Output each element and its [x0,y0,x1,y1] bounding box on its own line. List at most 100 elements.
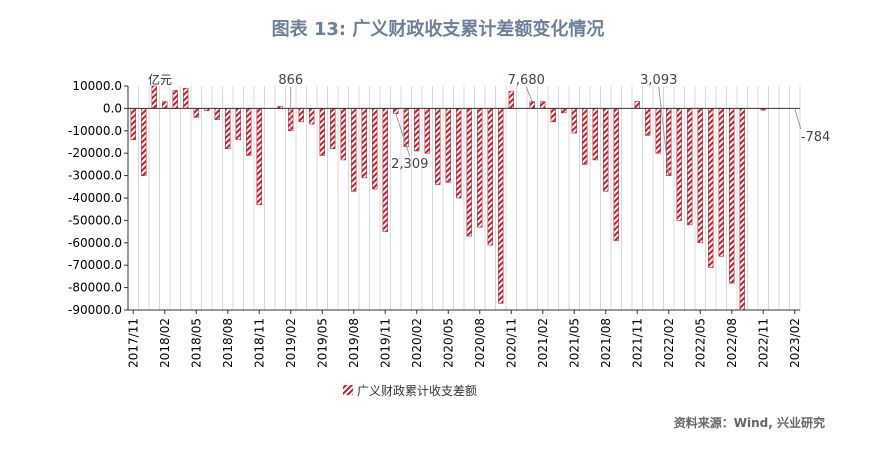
y-tick-label: -80000.0 [68,281,122,295]
x-tick-label: 2021/11 [630,318,644,368]
bar [351,108,357,192]
x-tick-label: 2022/08 [725,318,739,368]
bar [372,108,378,190]
bar [592,108,598,161]
bar [151,85,157,109]
bar [456,108,462,199]
bars [130,85,766,311]
x-tick-label: 2019/08 [347,318,361,368]
annotation-leader [525,86,533,102]
bar [582,108,588,165]
x-tick-label: 2022/05 [693,318,707,368]
bar [645,108,651,136]
bar [697,108,703,244]
bar [361,108,367,179]
chart-title: 图表 13: 广义财政收支累计差额变化情况 [272,18,605,40]
bar [193,108,199,118]
bar [183,87,189,109]
bar [718,108,724,257]
annotation-label: 3,093 [640,73,677,88]
gridlines [127,86,801,310]
bar [477,108,483,228]
bar [687,108,693,226]
bar [172,90,178,109]
annotation-label: 2,309 [391,157,428,172]
bar [603,108,609,192]
bar [309,108,315,125]
bar [613,108,619,241]
bar [487,108,493,246]
bar [445,108,451,183]
annotation-leader [658,86,670,176]
source-note: 资料来源：Wind, 兴业研究 [674,415,825,430]
y-tick-label: -60000.0 [68,236,122,250]
x-tick-label: 2020/02 [410,318,424,368]
y-tick-label: -90000.0 [68,303,122,317]
bar [340,108,346,161]
x-tick-label: 2019/05 [315,318,329,368]
x-tick-label: 2018/08 [221,318,235,368]
x-tick-label: 2022/02 [662,318,676,368]
legend-label: 广义财政累计收支差额 [357,384,477,398]
x-tick-label: 2021/02 [536,318,550,368]
bar [655,108,661,154]
annotation-label: -784 [801,130,831,145]
y-tick-label: -40000.0 [68,191,122,205]
annotation-label: 7,680 [508,73,545,88]
y-tick-label: -30000.0 [68,169,122,183]
y-tick-label: -20000.0 [68,146,122,160]
y-tick-label: -70000.0 [68,258,122,272]
bar [708,108,714,268]
bar [214,108,220,120]
bar [561,108,567,114]
x-tick-label: 2022/11 [756,318,770,368]
x-tick-label: 2019/02 [284,318,298,368]
bar [256,108,262,206]
annotation-leader [395,113,411,157]
bar [498,108,504,304]
x-tick-label: 2019/11 [378,318,392,368]
bar [141,108,147,176]
bar [666,108,672,176]
bar [414,108,420,152]
bar [634,101,640,109]
annotation-label: 866 [278,73,303,88]
y-tick-label: 0.0 [103,101,122,115]
bar [729,108,735,284]
bar [246,108,252,156]
bar [319,108,325,156]
unit-label: 亿元 [148,72,172,87]
legend-swatch [343,385,353,395]
bar [235,108,241,141]
x-tick-label: 2021/08 [599,318,613,368]
annotations: 866 2,309 7,680 3,093 -784 [278,73,830,176]
y-tick-label: 10000.0 [72,79,122,93]
bar [435,108,441,185]
axes: 10000.0 0.0 -10000.0 -20000.0 -30000.0 -40000… [68,79,802,368]
bar [571,108,577,134]
bar [162,101,168,109]
bar [393,108,399,114]
annotation-leader [794,108,802,130]
bar [298,108,304,123]
bar [382,108,388,232]
y-tick-label: -10000.0 [68,124,122,138]
x-tick-label: 2020/11 [504,318,518,368]
x-tick-label: 2020/08 [473,318,487,368]
x-tick-label: 2020/05 [441,318,455,368]
bar [466,108,472,237]
x-tick-label: 2018/02 [158,318,172,368]
bar [225,108,231,150]
legend: 广义财政累计收支差额 [343,384,477,398]
bar [676,108,682,221]
bar [529,101,535,109]
bar [540,101,546,109]
bar [424,108,430,154]
x-tick-label: 2021/05 [567,318,581,368]
x-tick-label: 2023/02 [788,318,802,368]
y-tick-label: -50000.0 [68,213,122,227]
x-tick-label: 2018/05 [189,318,203,368]
bar [130,108,136,141]
bar [550,108,556,123]
